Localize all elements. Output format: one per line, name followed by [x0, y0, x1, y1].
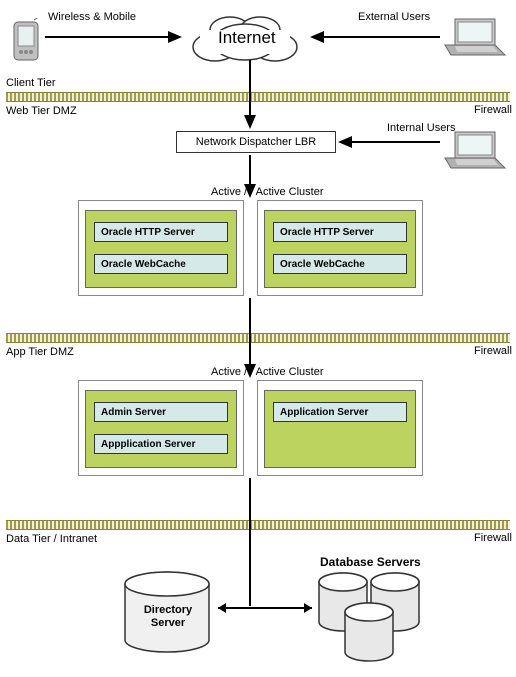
architecture-diagram: Internet Wireless & Mobile External User… — [0, 0, 516, 677]
arrows-layer — [0, 0, 516, 677]
